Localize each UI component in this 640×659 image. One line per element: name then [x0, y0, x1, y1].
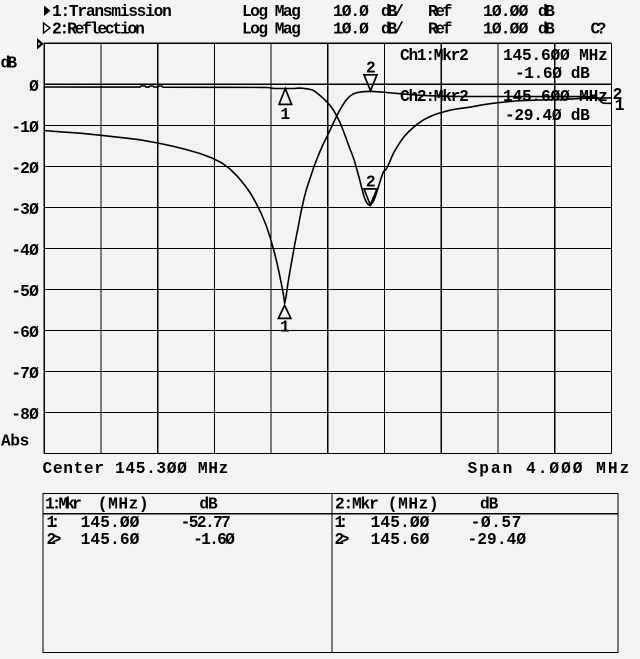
- svg-text:1:Mkr: 1:Mkr: [45, 496, 81, 514]
- svg-text:dB: dB: [538, 21, 555, 39]
- svg-text:-29.4Ø dB: -29.4Ø dB: [505, 107, 590, 125]
- svg-text:2:Reflection: 2:Reflection: [52, 21, 144, 39]
- svg-text:2: 2: [613, 86, 622, 104]
- svg-text:-29.4Ø: -29.4Ø: [468, 531, 527, 549]
- svg-text:-8Ø: -8Ø: [11, 406, 39, 424]
- svg-text:Ref: Ref: [428, 3, 452, 21]
- svg-text:dB/: dB/: [381, 3, 403, 21]
- svg-text:dB: dB: [480, 496, 499, 514]
- svg-text:dB/: dB/: [381, 21, 403, 39]
- svg-text:1: 1: [615, 97, 625, 115]
- svg-text:-7Ø: -7Ø: [11, 365, 39, 383]
- svg-text:1Ø.ØØ: 1Ø.ØØ: [483, 21, 529, 39]
- svg-text:Ref: Ref: [428, 21, 452, 39]
- svg-text:145.ØØ: 145.ØØ: [81, 514, 140, 532]
- svg-text:145.6Ø: 145.6Ø: [371, 531, 430, 549]
- svg-text:1Ø.ØØ: 1Ø.ØØ: [483, 3, 529, 21]
- svg-text:145.6ØØ MHz: 145.6ØØ MHz: [503, 88, 607, 106]
- svg-text:2: 2: [366, 59, 375, 77]
- svg-text:1: 1: [280, 106, 290, 124]
- svg-text:-4Ø: -4Ø: [11, 242, 39, 260]
- svg-text:-1.6Ø dB: -1.6Ø dB: [515, 65, 590, 83]
- svg-text:145.6Ø: 145.6Ø: [81, 531, 140, 549]
- svg-text:Log Mag: Log Mag: [242, 21, 300, 39]
- svg-text:Abs: Abs: [1, 433, 29, 451]
- svg-text:2: 2: [366, 173, 375, 191]
- svg-text:Ø: Ø: [29, 78, 39, 96]
- svg-text:-5Ø: -5Ø: [11, 283, 39, 301]
- svg-text:2:Mkr: 2:Mkr: [335, 496, 378, 514]
- svg-text:(MHz): (MHz): [98, 496, 148, 514]
- svg-text:Span 4.ØØØ MHz: Span 4.ØØØ MHz: [468, 460, 629, 478]
- svg-text:-1.6Ø: -1.6Ø: [193, 531, 235, 549]
- svg-text:Ch2:Mkr2: Ch2:Mkr2: [400, 88, 468, 106]
- svg-text:-6Ø: -6Ø: [11, 324, 39, 342]
- svg-text:dB: dB: [199, 496, 218, 514]
- svg-text:-Ø.57: -Ø.57: [471, 514, 521, 532]
- svg-text:-1Ø: -1Ø: [11, 119, 39, 137]
- svg-text:1:: 1:: [47, 514, 60, 532]
- svg-text:2>: 2>: [47, 531, 61, 549]
- svg-text:dB: dB: [538, 3, 555, 21]
- svg-text:Log Mag: Log Mag: [242, 3, 300, 21]
- svg-text:Ch1:Mkr2: Ch1:Mkr2: [400, 47, 468, 65]
- svg-text:1:Transmission: 1:Transmission: [52, 3, 171, 21]
- svg-text:-52.77: -52.77: [181, 514, 231, 532]
- svg-text:2>: 2>: [335, 531, 349, 549]
- svg-text:-2Ø: -2Ø: [11, 160, 39, 178]
- svg-text:dB: dB: [1, 55, 18, 73]
- svg-text:145.6ØØ MHz: 145.6ØØ MHz: [503, 47, 607, 65]
- svg-text:145.ØØ: 145.ØØ: [371, 514, 430, 532]
- svg-text:-3Ø: -3Ø: [11, 201, 39, 219]
- svg-text:1:: 1:: [335, 514, 348, 532]
- svg-text:Center 145.3ØØ MHz: Center 145.3ØØ MHz: [43, 460, 228, 478]
- svg-text:1Ø.Ø: 1Ø.Ø: [333, 3, 369, 21]
- svg-text:(MHz): (MHz): [388, 496, 438, 514]
- svg-text:1: 1: [280, 318, 290, 336]
- svg-text:1Ø.Ø: 1Ø.Ø: [333, 21, 369, 39]
- svg-text:C?: C?: [591, 21, 606, 39]
